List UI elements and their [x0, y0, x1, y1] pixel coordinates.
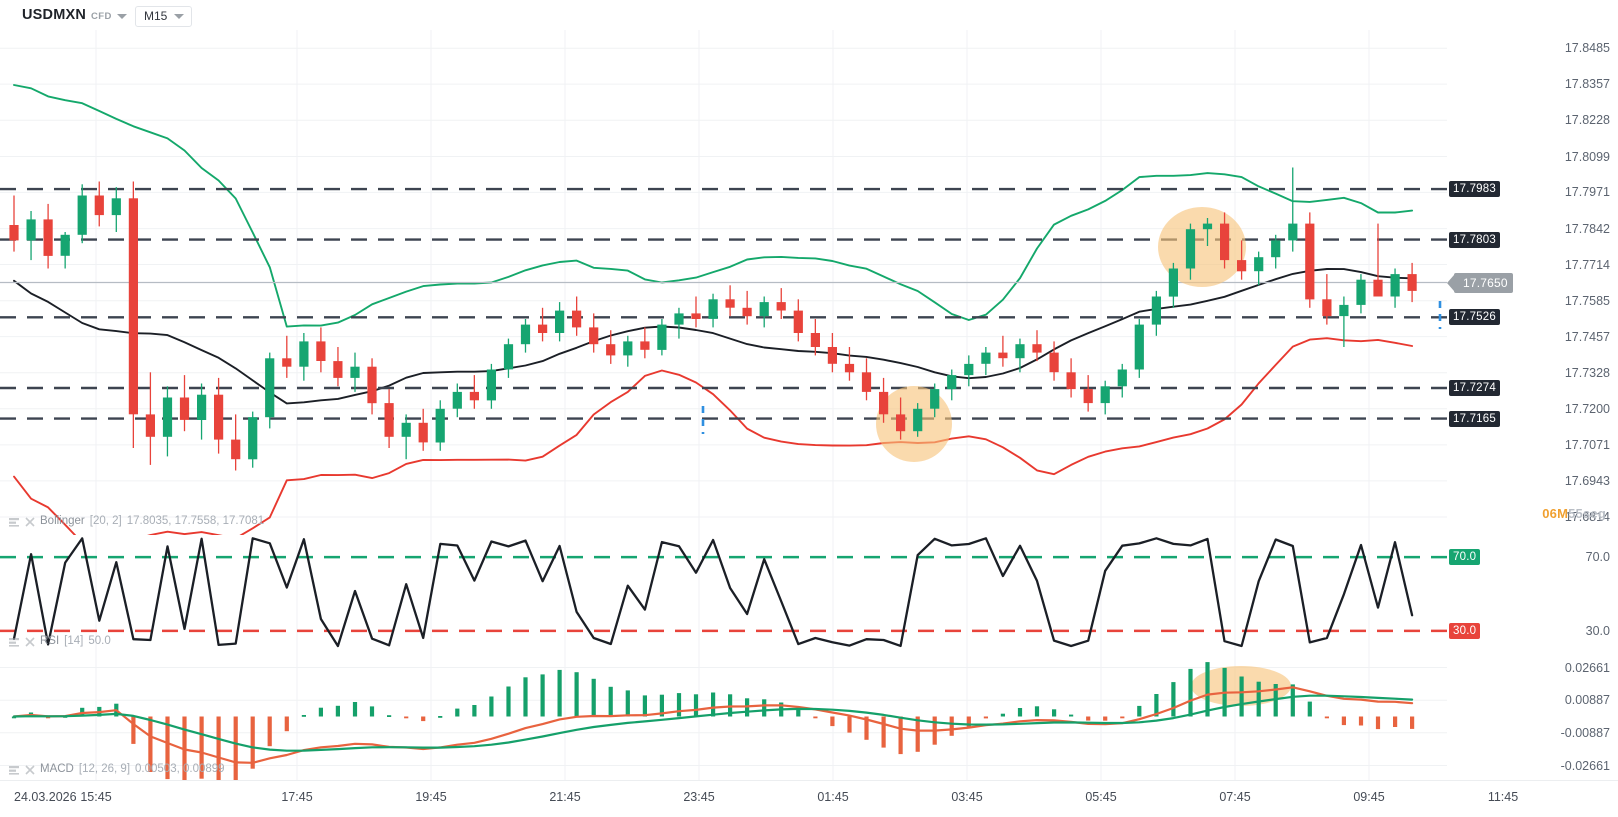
price-level-tag[interactable]: 17.7803 [1449, 231, 1500, 248]
last-price-tag: 17.7650 [1454, 272, 1513, 293]
rsi-legend[interactable]: RSI [14] 50.0 [8, 635, 111, 647]
time-axis-label: 09:45 [1353, 790, 1385, 804]
timeframe-selector[interactable]: M15 [135, 6, 193, 27]
rsi-pane[interactable]: 70.0 30.0 70.0 30.0 RSI [14] 50.0 [0, 535, 1618, 653]
price-axis-label: 17.7071 [1564, 437, 1610, 452]
time-axis-label: 01:45 [817, 790, 849, 804]
time-axis-label: 07:45 [1219, 790, 1251, 804]
price-axis-label: 17.7585 [1564, 293, 1610, 308]
chevron-down-icon [116, 14, 127, 19]
price-level-tag[interactable]: 17.7526 [1449, 309, 1500, 326]
price-axis-label: 17.7457 [1564, 329, 1610, 344]
rsi-upper-level-tag[interactable]: 70.0 [1449, 549, 1481, 566]
macd-pane[interactable]: 0.02661 0.00887 -0.00887 -0.02661 MACD [12,… [0, 653, 1618, 780]
price-axis-label: 17.6814 [1564, 510, 1610, 524]
time-axis-label: 23:45 [683, 790, 715, 804]
time-axis-label: 15:45 [80, 790, 112, 804]
macd-legend-params: [12, 26, 9] [78, 763, 131, 775]
price-level-tag[interactable]: 17.7165 [1449, 410, 1500, 427]
close-icon[interactable] [24, 636, 35, 647]
settings-icon[interactable] [8, 516, 19, 527]
macd-legend[interactable]: MACD [12, 26, 9] 0.00503, 0.00899 [8, 763, 225, 775]
symbol-kind-label: CFD [91, 10, 112, 22]
countdown-minutes: 06M [1542, 506, 1569, 521]
price-plot-area[interactable] [0, 30, 1447, 535]
time-axis-label: 19:45 [415, 790, 447, 804]
macd-axis-label: 0.00887 [1564, 693, 1610, 708]
rsi-legend-name: RSI [40, 635, 60, 647]
rsi-axis-label: 70.0 [1585, 550, 1610, 565]
countdown-seconds: 55seg [1568, 506, 1606, 521]
bar-countdown: 06M55seg [1542, 506, 1606, 521]
price-axis-label: 17.7714 [1564, 257, 1610, 272]
macd-legend-values: 0.00503, 0.00899 [135, 763, 225, 775]
symbol-name: USDMXN [22, 7, 87, 23]
price-axis-label: 17.8228 [1564, 113, 1610, 128]
rsi-legend-values: 50.0 [88, 635, 111, 647]
price-axis[interactable]: 17.8485 17.8357 17.8228 17.8099 17.7971 17.78… [1447, 30, 1618, 535]
price-axis-label: 17.7971 [1564, 185, 1610, 200]
symbol-selector[interactable]: USDMXN CFD [22, 7, 127, 23]
price-axis-label: 17.8357 [1564, 77, 1610, 92]
macd-axis-label: 0.02661 [1564, 660, 1610, 675]
price-level-tag[interactable]: 17.7274 [1449, 380, 1500, 396]
close-icon[interactable] [24, 764, 35, 775]
time-axis-label: 05:45 [1085, 790, 1117, 804]
chevron-down-icon [174, 13, 185, 19]
price-axis-label: 17.8099 [1564, 149, 1610, 164]
rsi-legend-params: [14] [64, 635, 84, 647]
chart-toolbar: USDMXN CFD M15 [0, 0, 1618, 30]
rsi-axis[interactable]: 70.0 30.0 70.0 30.0 [1447, 535, 1618, 653]
timeframe-label: M15 [144, 9, 168, 23]
close-icon[interactable] [24, 516, 35, 527]
bollinger-legend-name: Bollinger [40, 515, 85, 527]
settings-icon[interactable] [8, 636, 19, 647]
rsi-axis-label: 30.0 [1585, 623, 1610, 638]
time-axis-date: 24.03.2026 [14, 790, 77, 804]
macd-axis-label: -0.00887 [1560, 725, 1610, 740]
price-axis-label: 17.7328 [1564, 365, 1610, 380]
bollinger-legend[interactable]: Bollinger [20, 2] 17.8035, 17.7558, 17.7… [8, 515, 264, 527]
price-axis-label: 17.6943 [1564, 473, 1610, 488]
time-axis-label: 17:45 [281, 790, 313, 804]
time-axis-label: 11:45 [1487, 790, 1519, 804]
time-axis-label: 21:45 [549, 790, 581, 804]
rsi-plot-area[interactable] [0, 535, 1447, 653]
price-axis-label: 17.7842 [1564, 221, 1610, 236]
bollinger-legend-values: 17.8035, 17.7558, 17.7081 [126, 515, 265, 527]
macd-axis[interactable]: 0.02661 0.00887 -0.00887 -0.02661 [1447, 653, 1618, 780]
time-axis[interactable]: 24.03.2026 15:45 17:45 19:45 21:45 23:45 01:45… [0, 780, 1618, 817]
time-axis-label: 03:45 [951, 790, 983, 804]
macd-legend-name: MACD [40, 763, 74, 775]
settings-icon[interactable] [8, 764, 19, 775]
rsi-lower-level-tag[interactable]: 30.0 [1449, 622, 1481, 639]
price-pane[interactable]: 17.8485 17.8357 17.8228 17.8099 17.7971 17.78… [0, 30, 1618, 535]
price-axis-label: 17.8485 [1564, 41, 1610, 56]
price-level-tag[interactable]: 17.7983 [1449, 181, 1500, 198]
macd-axis-label: -0.02661 [1560, 758, 1610, 773]
macd-plot-area[interactable] [0, 653, 1447, 780]
price-axis-label: 17.7200 [1564, 401, 1610, 416]
bollinger-legend-params: [20, 2] [89, 515, 122, 527]
